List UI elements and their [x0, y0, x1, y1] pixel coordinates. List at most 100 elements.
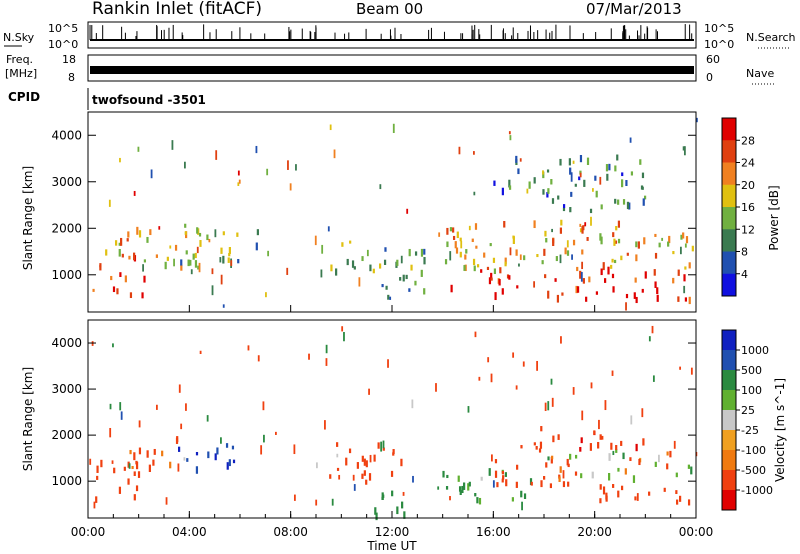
- colorbar-segment: [722, 330, 736, 351]
- heatmap-cell: [468, 225, 471, 231]
- heatmap-cell: [579, 223, 582, 227]
- heatmap-cell: [656, 287, 659, 295]
- heatmap-cell: [180, 423, 183, 430]
- colorbar-tick-label: 28: [741, 134, 755, 147]
- heatmap-cell: [195, 466, 199, 474]
- heatmap-cell: [643, 237, 646, 245]
- heatmap-cell: [365, 479, 368, 485]
- heatmap-cell: [138, 230, 142, 238]
- heatmap-cell: [592, 188, 594, 192]
- heatmap-cell: [673, 440, 676, 449]
- heatmap-cell: [197, 265, 199, 270]
- heatmap-cell: [521, 501, 523, 511]
- x-tick-label: 04:00: [172, 525, 207, 539]
- heatmap-cell: [403, 511, 406, 519]
- heatmap-cell: [588, 276, 591, 283]
- heatmap-cell: [384, 247, 387, 252]
- heatmap-cell: [146, 450, 149, 458]
- heatmap-cell: [177, 463, 180, 472]
- heatmap-cell: [385, 285, 388, 290]
- heatmap-cell: [320, 269, 323, 278]
- heatmap-cell: [420, 248, 424, 257]
- colorbar-segment: [722, 229, 736, 252]
- power-y-axis: 1000 2000 3000 4000: [51, 128, 696, 282]
- heatmap-cell: [515, 155, 518, 163]
- heatmap-cell: [602, 262, 605, 271]
- heatmap-cell: [494, 292, 497, 301]
- heatmap-cell: [610, 442, 613, 450]
- heatmap-cell: [195, 451, 199, 456]
- heatmap-cell: [406, 208, 409, 214]
- heatmap-cell: [128, 463, 131, 469]
- power-colorbar-label: Power [dB]: [767, 185, 781, 250]
- heatmap-cell: [420, 269, 423, 277]
- freq-series: [90, 66, 694, 74]
- nsearch-label: N.Search: [746, 31, 796, 44]
- heatmap-cell: [237, 170, 240, 176]
- heatmap-cell: [135, 485, 139, 492]
- heatmap-cell: [614, 165, 617, 172]
- heatmap-cell: [265, 292, 267, 298]
- heatmap-cell: [333, 149, 336, 159]
- heatmap-cell: [457, 475, 460, 482]
- heatmap-cell: [446, 474, 449, 479]
- heatmap-cell: [612, 286, 615, 293]
- heatmap-cell: [501, 187, 504, 196]
- heatmap-cell: [562, 481, 566, 488]
- heatmap-cell: [220, 274, 223, 285]
- heatmap-cell: [374, 507, 377, 515]
- heatmap-cell: [602, 486, 606, 495]
- heatmap-cell: [529, 478, 533, 485]
- y-tick-label: 2000: [51, 428, 82, 442]
- heatmap-cell: [611, 370, 614, 376]
- heatmap-cell: [345, 457, 348, 466]
- heatmap-cell: [579, 228, 583, 233]
- heatmap-cell: [478, 376, 481, 381]
- heatmap-cell: [634, 277, 637, 283]
- heatmap-cell: [581, 410, 584, 421]
- heatmap-cell: [509, 247, 512, 256]
- heatmap-cell: [632, 475, 636, 483]
- heatmap-cell: [400, 458, 403, 467]
- heatmap-cell: [574, 471, 578, 476]
- heatmap-cell: [570, 191, 573, 197]
- heatmap-cell: [387, 359, 389, 368]
- heatmap-cell: [617, 220, 621, 228]
- heatmap-cell: [634, 496, 637, 501]
- power-heatmap: [92, 117, 698, 311]
- heatmap-cell: [129, 449, 132, 455]
- nsearch-tick-high: 10^5: [704, 22, 734, 35]
- heatmap-cell: [118, 248, 121, 257]
- heatmap-cell: [308, 353, 310, 360]
- heatmap-cell: [127, 461, 130, 468]
- heatmap-cell: [379, 184, 382, 190]
- heatmap-cell: [402, 491, 405, 496]
- heatmap-cell: [547, 401, 550, 411]
- heatmap-cell: [508, 185, 512, 190]
- heatmap-cell: [564, 247, 567, 255]
- heatmap-cell: [467, 483, 470, 491]
- heatmap-cell: [89, 458, 92, 465]
- heatmap-cell: [351, 260, 355, 268]
- heatmap-cell: [463, 482, 466, 490]
- colorbar-frame: [721, 329, 737, 511]
- heatmap-cell: [625, 293, 629, 299]
- heatmap-cell: [637, 241, 640, 249]
- heatmap-cell: [133, 190, 136, 196]
- heatmap-cell: [604, 278, 607, 283]
- heatmap-cell: [633, 292, 636, 299]
- heatmap-cell: [617, 199, 620, 205]
- heatmap-cell: [605, 495, 608, 502]
- heatmap-cell: [512, 236, 515, 244]
- heatmap-cell: [231, 445, 235, 450]
- heatmap-cell: [493, 268, 497, 275]
- heatmap-cell: [555, 256, 558, 262]
- heatmap-cell: [679, 246, 682, 255]
- heatmap-cell: [622, 452, 625, 460]
- heatmap-cell: [411, 399, 414, 409]
- heatmap-cell: [314, 235, 317, 246]
- heatmap-cell: [544, 230, 547, 237]
- heatmap-cell: [459, 490, 462, 496]
- heatmap-cell: [228, 247, 231, 254]
- heatmap-cell: [361, 455, 364, 462]
